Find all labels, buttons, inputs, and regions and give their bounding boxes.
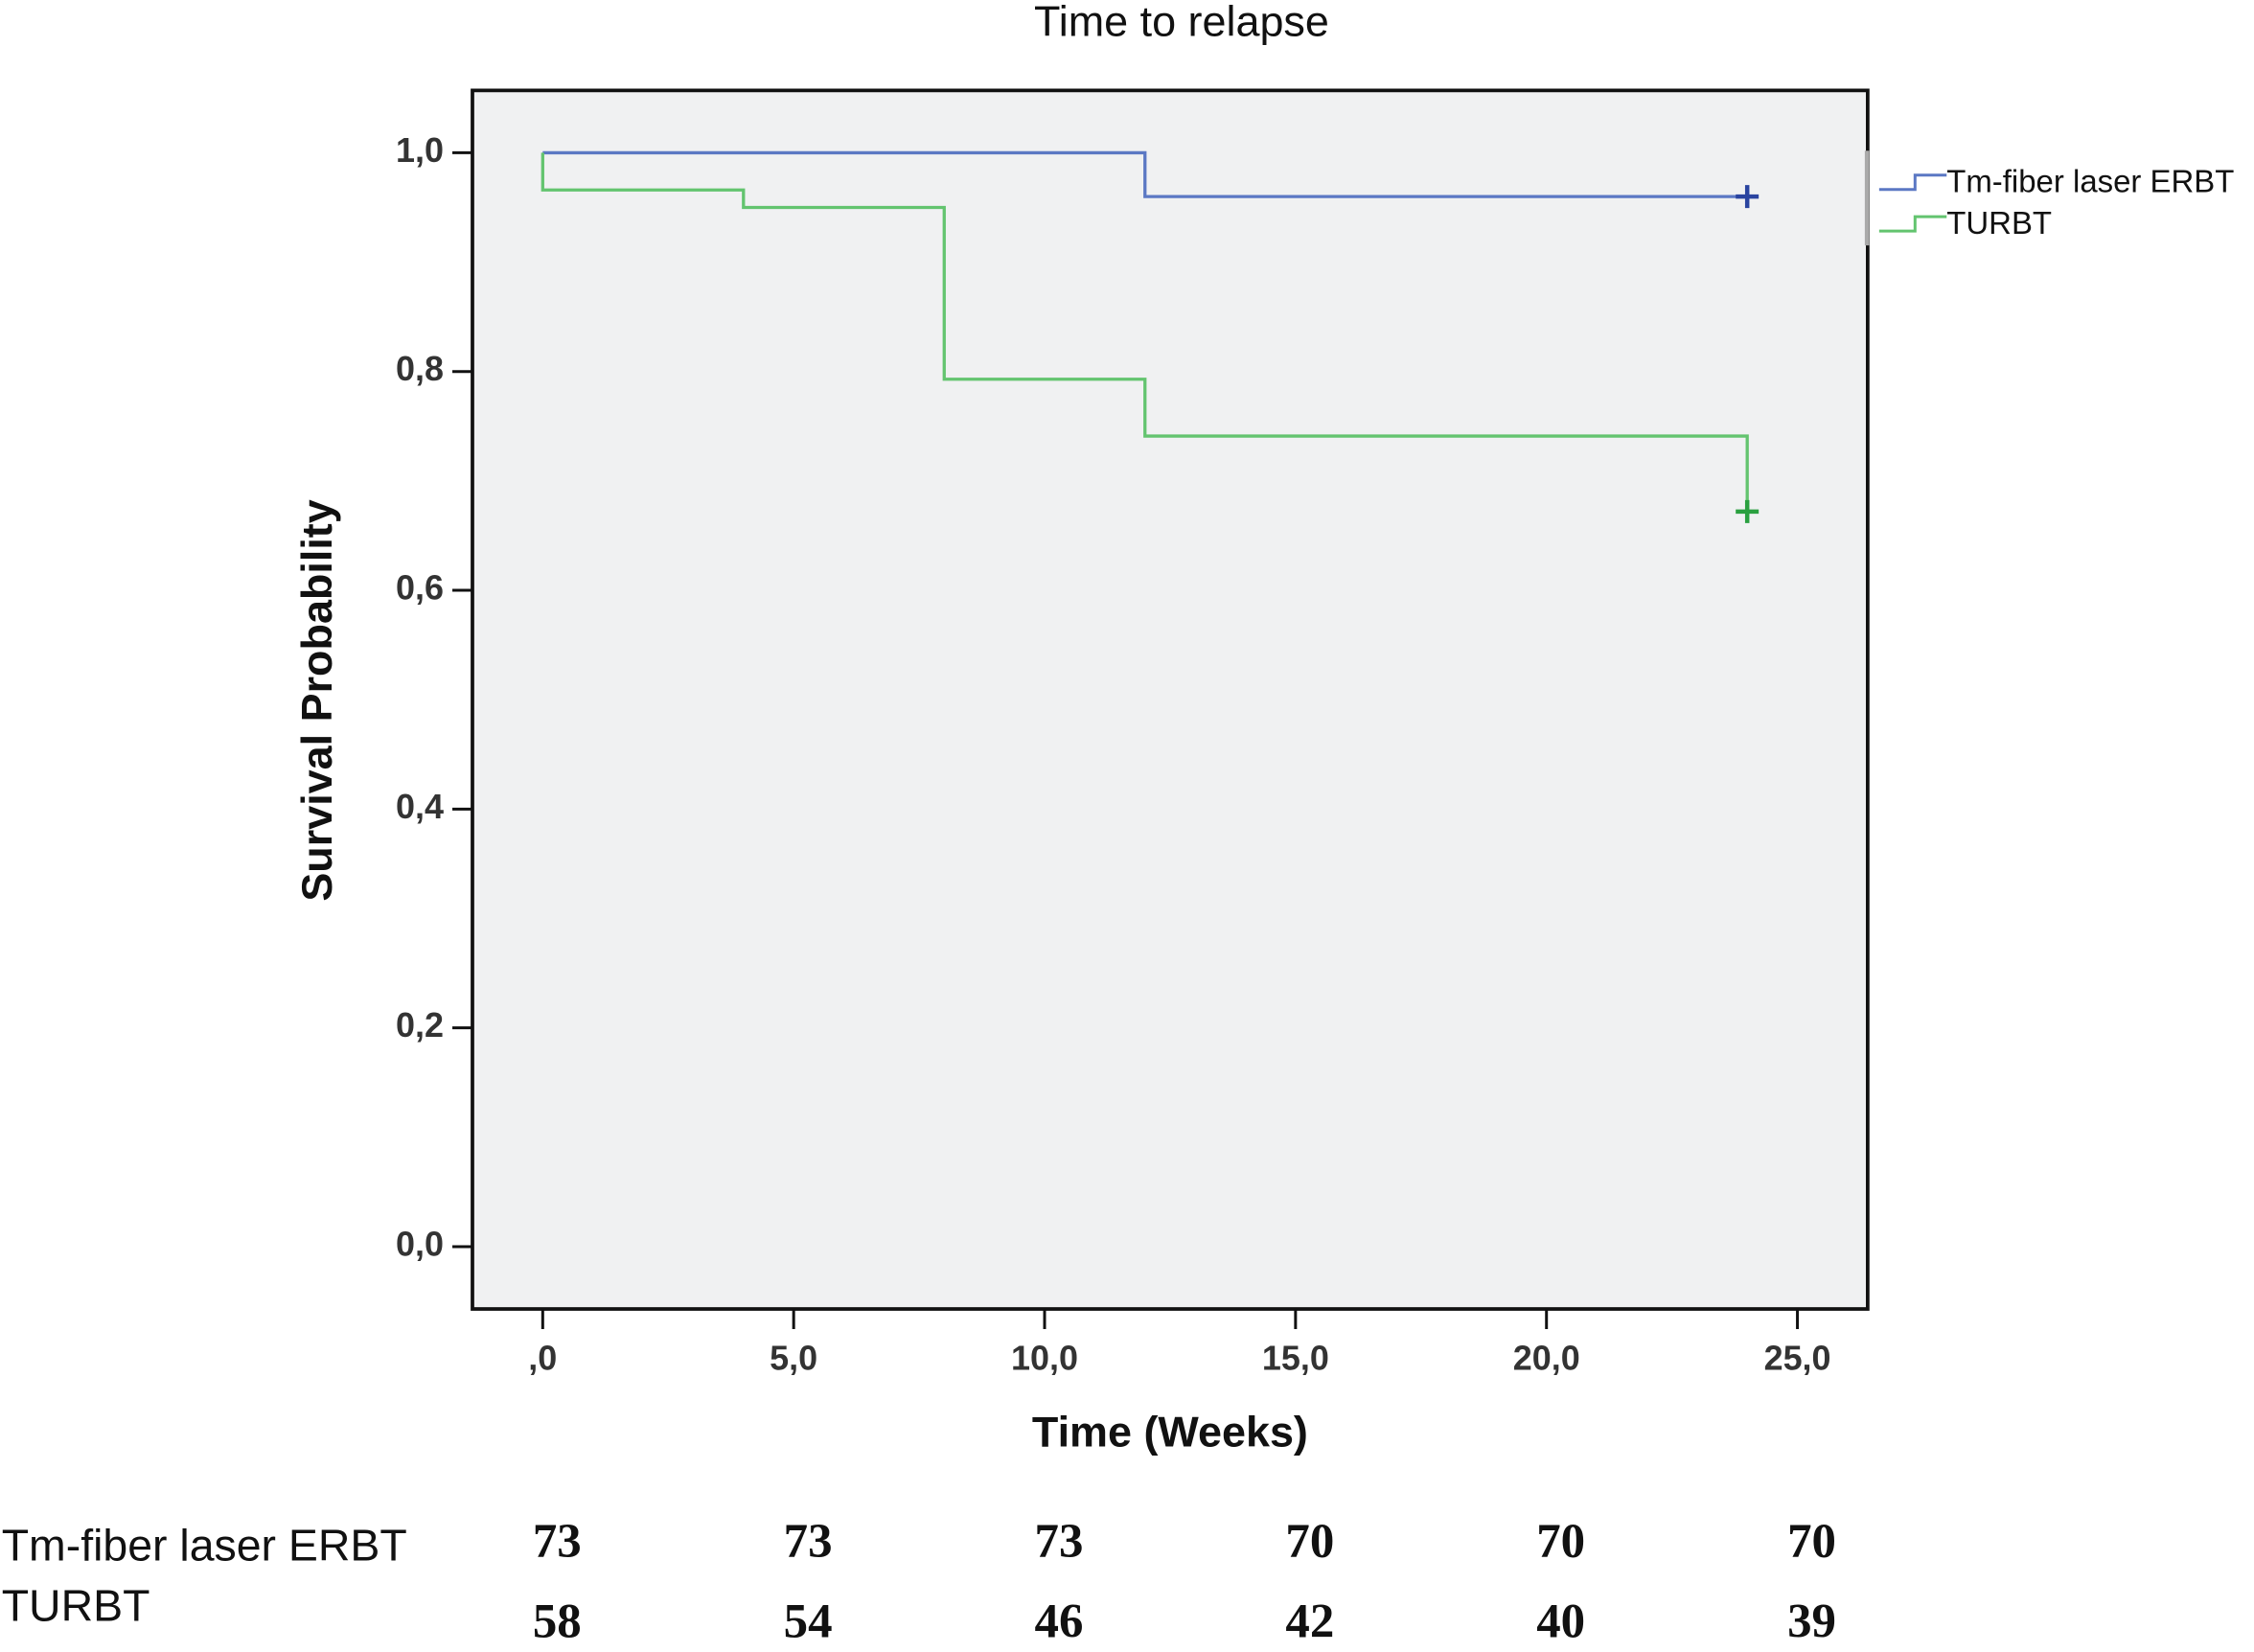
legend-bar bbox=[1864, 150, 1870, 246]
risk-row-label: Tm-fiber laser ERBT bbox=[2, 1520, 407, 1570]
risk-count: 39 bbox=[1787, 1595, 1836, 1649]
legend-label: Tm-fiber laser ERBT bbox=[1946, 163, 2234, 198]
survival-curve bbox=[542, 150, 1748, 198]
risk-count: 73 bbox=[533, 1515, 582, 1569]
risk-count: 70 bbox=[1536, 1515, 1585, 1569]
x-tick-label: 15,0 bbox=[1262, 1338, 1329, 1377]
chart-title: Time to relapse bbox=[1034, 0, 1329, 45]
risk-count: 70 bbox=[1285, 1515, 1334, 1569]
risk-count: 73 bbox=[784, 1515, 833, 1569]
censor-mark bbox=[1736, 499, 1760, 523]
legend-label: TURBT bbox=[1946, 205, 2052, 241]
y-tick-label: 0,2 bbox=[396, 1005, 444, 1044]
y-axis-title: Survival Probability bbox=[292, 499, 341, 901]
risk-count: 40 bbox=[1536, 1595, 1585, 1649]
risk-count: 58 bbox=[533, 1595, 582, 1649]
risk-count: 42 bbox=[1285, 1595, 1334, 1649]
y-tick-label: 1,0 bbox=[396, 130, 444, 170]
x-axis-title: Time (Weeks) bbox=[1032, 1408, 1308, 1457]
legend-swatch bbox=[1878, 215, 1947, 233]
x-tick-label: 5,0 bbox=[770, 1338, 817, 1377]
survival-curve bbox=[540, 152, 1749, 512]
x-tick-label: 25,0 bbox=[1764, 1338, 1831, 1377]
y-tick-label: 0,8 bbox=[396, 349, 444, 388]
x-tick-label: ,0 bbox=[528, 1338, 557, 1377]
risk-row-label: TURBT bbox=[2, 1580, 150, 1630]
y-tick-label: 0,4 bbox=[396, 787, 444, 826]
risk-count: 54 bbox=[784, 1595, 833, 1649]
x-tick-label: 10,0 bbox=[1011, 1338, 1078, 1377]
x-tick-label: 20,0 bbox=[1513, 1338, 1580, 1377]
risk-count: 46 bbox=[1035, 1595, 1084, 1649]
y-tick-label: 0,6 bbox=[396, 568, 444, 608]
plot-area bbox=[471, 88, 1870, 1311]
risk-count: 70 bbox=[1787, 1515, 1836, 1569]
legend-swatch bbox=[1878, 173, 1947, 192]
risk-count: 73 bbox=[1035, 1515, 1084, 1569]
y-tick-label: 0,0 bbox=[396, 1224, 444, 1263]
censor-mark bbox=[1736, 185, 1760, 209]
